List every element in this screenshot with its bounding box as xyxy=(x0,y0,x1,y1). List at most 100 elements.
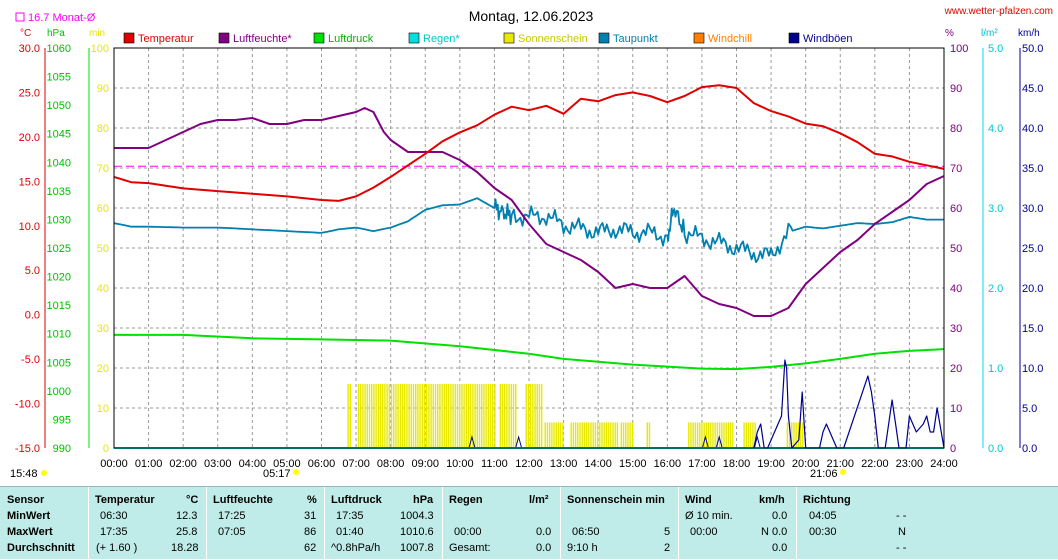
temp-tick-label: 15.0 xyxy=(19,176,40,188)
stats-cell-press-val: 1010.6 xyxy=(400,526,434,538)
x-tick-label: 20:00 xyxy=(792,458,820,470)
stats-header-temperatur: Temperatur xyxy=(95,494,155,506)
sunshine-bar xyxy=(725,422,727,448)
x-tick-label: 18:00 xyxy=(723,458,751,470)
sunshine-bar xyxy=(459,384,461,448)
temp-tick-label: -5.0 xyxy=(21,354,40,366)
legend-label-regen: Regen* xyxy=(423,33,460,45)
sunshine-bar xyxy=(501,384,504,448)
stats-header-wind: Wind xyxy=(685,494,712,506)
sunshine-bar xyxy=(472,384,474,448)
sunshine-bar xyxy=(467,384,470,448)
x-tick-label: 17:00 xyxy=(688,458,716,470)
pressure-line xyxy=(114,333,945,371)
sunshine-bar xyxy=(373,384,375,448)
stats-cell-press-time: 01:40 xyxy=(336,526,364,538)
sunshine-bar xyxy=(614,422,616,448)
stats-header-luftdruck: Luftdruck xyxy=(331,494,382,506)
rain-tick-label: 3.0 xyxy=(988,203,1003,215)
sunshine-bar xyxy=(701,422,703,448)
sunshine-bar xyxy=(610,422,612,448)
sunshine-bar xyxy=(527,384,530,448)
sunshine-bar xyxy=(625,422,627,448)
pressure-tick-label: 1000 xyxy=(47,386,71,398)
legend-label-taupunkt: Taupunkt xyxy=(613,33,658,45)
sunshine-bar xyxy=(714,422,716,448)
temperature-line xyxy=(113,84,945,202)
sunshine-bar xyxy=(605,422,608,448)
sunshine-bar xyxy=(627,422,629,448)
sunshine-bar xyxy=(415,384,417,448)
humidity-tick-label: 10 xyxy=(950,403,962,415)
sunshine-bar xyxy=(646,422,648,448)
sunshine-bar xyxy=(603,422,605,448)
stats-table: Sensor Temperatur °C Luftfeuchte % Luftd… xyxy=(0,486,1058,560)
sunshine-bar xyxy=(529,384,532,448)
pressure-tick-label: 1055 xyxy=(47,72,71,84)
sunshine-bar xyxy=(716,422,719,448)
stats-cell-rain-val: 0.0 xyxy=(536,526,552,538)
wind-tick-label: 20.0 xyxy=(1022,283,1043,295)
sunshine-bar xyxy=(747,422,750,448)
sunshine-bar xyxy=(430,384,432,448)
legend: Temperatur Luftfeuchte* Luftdruck Regen*… xyxy=(123,32,853,45)
sunshine-bar xyxy=(694,422,697,448)
sunshine-bar xyxy=(793,422,795,448)
sunshine-bar xyxy=(616,422,619,448)
sunshine-bar xyxy=(622,422,625,448)
sunshine-bar xyxy=(727,422,730,448)
sunshine-bar xyxy=(754,422,756,448)
sunshine-tick-label: 100 xyxy=(91,43,109,55)
sunshine-bar xyxy=(379,384,382,448)
sunshine-bar xyxy=(423,384,426,448)
sunshine-bar xyxy=(461,384,463,448)
stats-cell-temp-val: 12.3 xyxy=(176,510,198,522)
sunshine-bars xyxy=(347,384,804,448)
sunshine-bar xyxy=(417,384,419,448)
sunshine-bar xyxy=(432,384,435,448)
weather-chart: Montag, 12.06.2023 www.wetter-pfalzen.co… xyxy=(10,6,1053,480)
sunshine-bar xyxy=(795,422,797,448)
x-tick-label: 24:00 xyxy=(930,458,958,470)
sunshine-bar xyxy=(620,422,623,448)
temp-tick-label: -15.0 xyxy=(15,443,40,455)
stats-cell-sun-time: 06:50 xyxy=(572,526,600,538)
stats-col-direction xyxy=(796,487,912,560)
sunshine-bar xyxy=(583,422,586,448)
stats-header-regen: Regen xyxy=(449,494,483,506)
humidity-tick-label: 60 xyxy=(950,203,962,215)
sunshine-bar xyxy=(540,384,543,448)
x-tick-label: 05:00 xyxy=(273,458,301,470)
sunshine-bar xyxy=(439,384,441,448)
sunshine-bar xyxy=(596,422,599,448)
sunshine-bar xyxy=(551,422,553,448)
chart-title: Montag, 12.06.2023 xyxy=(469,8,594,24)
sunshine-bar xyxy=(393,384,395,448)
sunshine-bar xyxy=(786,422,789,448)
sunshine-bar xyxy=(536,384,538,448)
sunshine-bar xyxy=(631,422,634,448)
stats-col-sun xyxy=(560,487,678,560)
sunshine-bar xyxy=(437,384,439,448)
sunrise-label: 05:17 xyxy=(263,468,291,480)
sunshine-bar xyxy=(388,384,391,448)
sunshine-bar xyxy=(450,384,452,448)
sunshine-bar xyxy=(401,384,404,448)
sunshine-bar xyxy=(510,384,513,448)
sunshine-bar xyxy=(723,422,725,448)
humidity-tick-label: 50 xyxy=(950,243,962,255)
stats-cell-dir-time: 04:05 xyxy=(809,510,837,522)
wind-tick-label: 0.0 xyxy=(1022,443,1037,455)
x-tick-label: 15:00 xyxy=(619,458,647,470)
x-tick-label: 22:00 xyxy=(861,458,889,470)
site-link[interactable]: www.wetter-pfalzen.com xyxy=(944,6,1053,17)
sunshine-tick-label: 60 xyxy=(97,203,109,215)
humidity-tick-label: 90 xyxy=(950,83,962,95)
rain-tick-label: 4.0 xyxy=(988,123,1003,135)
x-tick-label: 09:00 xyxy=(411,458,439,470)
sunshine-bar xyxy=(559,422,562,448)
gust-marker xyxy=(701,435,709,449)
sunshine-bar xyxy=(463,384,465,448)
pressure-tick-label: 1025 xyxy=(47,243,71,255)
rain-tick-label: 1.0 xyxy=(988,363,1003,375)
